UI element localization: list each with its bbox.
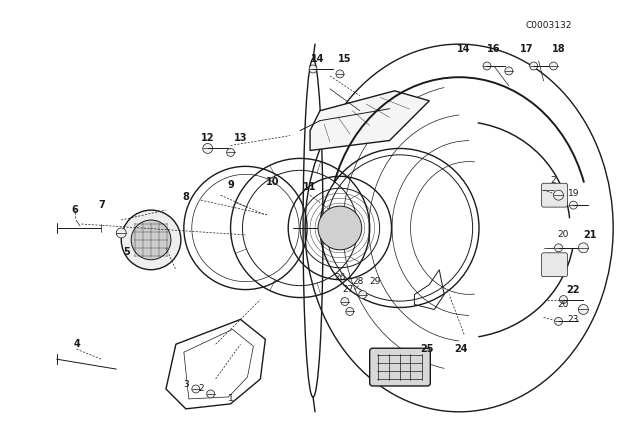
Text: 26: 26 (334, 273, 346, 282)
Text: C0003132: C0003132 (525, 21, 572, 30)
FancyBboxPatch shape (370, 348, 430, 386)
Circle shape (570, 201, 577, 209)
Circle shape (309, 65, 317, 73)
Text: 20: 20 (558, 300, 569, 309)
Circle shape (483, 62, 491, 70)
Circle shape (341, 297, 349, 306)
Circle shape (121, 210, 181, 270)
Text: 19: 19 (568, 189, 579, 198)
Text: 7: 7 (98, 200, 105, 210)
Text: 2: 2 (198, 384, 204, 393)
Circle shape (554, 190, 563, 200)
Circle shape (554, 244, 563, 252)
Text: 5: 5 (123, 247, 129, 257)
Text: 13: 13 (234, 133, 247, 142)
Text: 6: 6 (71, 205, 78, 215)
Circle shape (359, 291, 367, 298)
Circle shape (346, 307, 354, 315)
Text: 28: 28 (352, 277, 364, 286)
Circle shape (116, 228, 126, 238)
Text: 14: 14 (458, 44, 471, 54)
FancyBboxPatch shape (541, 253, 568, 277)
Circle shape (579, 243, 588, 253)
Text: 4: 4 (73, 339, 80, 349)
Text: 2: 2 (551, 176, 556, 185)
Circle shape (227, 148, 234, 156)
Circle shape (505, 67, 513, 75)
Circle shape (559, 296, 568, 303)
Text: 27: 27 (342, 285, 353, 294)
Text: 25: 25 (420, 344, 434, 354)
Circle shape (554, 318, 563, 325)
Circle shape (318, 206, 362, 250)
Circle shape (336, 70, 344, 78)
FancyBboxPatch shape (541, 183, 568, 207)
Circle shape (550, 62, 557, 70)
Text: 22: 22 (566, 284, 580, 295)
Text: 29: 29 (369, 277, 380, 286)
Text: 3: 3 (183, 379, 189, 388)
Text: 11: 11 (303, 182, 317, 192)
Text: 10: 10 (266, 177, 279, 187)
Text: 16: 16 (487, 44, 500, 54)
Text: 24: 24 (454, 344, 468, 354)
Circle shape (203, 143, 212, 154)
Circle shape (530, 62, 538, 70)
Text: 8: 8 (182, 192, 189, 202)
Text: 21: 21 (584, 230, 597, 240)
Text: 12: 12 (201, 133, 214, 142)
Circle shape (207, 390, 214, 398)
Text: 1: 1 (228, 394, 234, 403)
Text: 17: 17 (520, 44, 534, 54)
Text: 15: 15 (338, 54, 351, 64)
Circle shape (131, 220, 171, 260)
Circle shape (192, 385, 200, 393)
Text: 23: 23 (568, 315, 579, 324)
Text: 18: 18 (552, 44, 565, 54)
Polygon shape (310, 91, 429, 151)
Text: 9: 9 (227, 180, 234, 190)
Text: 14: 14 (311, 54, 324, 64)
Text: 20: 20 (558, 230, 569, 239)
Circle shape (579, 305, 588, 314)
